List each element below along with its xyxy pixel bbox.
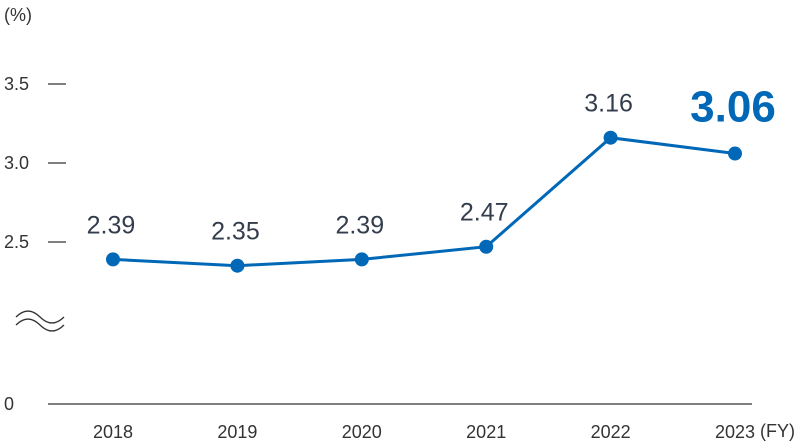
x-tick-label: 2022 [591,422,631,442]
y-tick-label: 3.0 [4,153,29,173]
data-label: 3.16 [584,90,633,118]
data-point [603,130,618,145]
data-label: 2.47 [460,199,509,227]
y-axis-unit-label: (%) [4,5,32,25]
y-tick-label: 3.5 [4,74,29,94]
data-point [728,146,742,161]
x-axis-unit-label: (FY) [760,421,795,441]
x-tick-label: 2020 [342,422,382,442]
axis-break-icon [15,310,65,332]
x-tick-label: 2019 [217,422,257,442]
y-tick-label: 2.5 [4,232,29,252]
data-label: 2.39 [87,211,136,239]
data-point [230,258,245,273]
data-point [354,252,369,267]
data-label: 2.39 [335,211,384,239]
x-tick-label: 2021 [466,422,506,442]
series-line [112,136,736,268]
data-points [106,130,742,273]
data-point [479,239,494,254]
y-axis-ticks: 3.5 3.0 2.5 0 [4,74,66,414]
data-labels: 2.39 2.35 2.39 2.47 3.16 3.06 [87,83,776,246]
x-tick-label: 2023 [715,422,755,442]
x-axis-ticks: 2018 2019 2020 2021 2022 2023 [93,422,755,442]
data-label: 3.06 [690,83,776,132]
y-tick-label: 0 [4,394,14,414]
data-label: 2.35 [211,218,260,246]
x-tick-label: 2018 [93,422,133,442]
data-point [106,252,120,267]
